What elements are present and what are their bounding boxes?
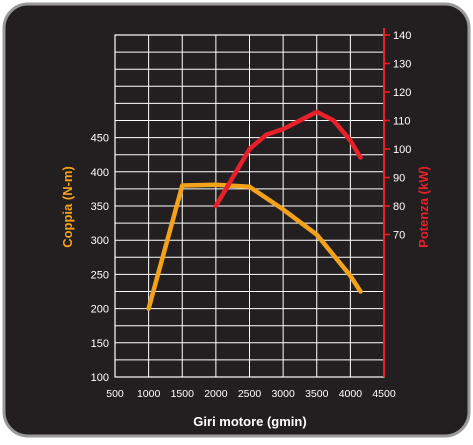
x-tick-label: 1500 [171,388,195,400]
grid [115,35,384,377]
x-tick-label: 500 [106,388,124,400]
power-series-line [213,109,363,209]
y-left-axis-title: Coppia (N-m) [60,166,75,248]
x-tick-label: 2500 [238,388,262,400]
y-right-tick-label: 120 [393,87,411,99]
y-right-axis-title: Potenza (kW) [416,166,431,248]
y-left-tick-label: 100 [91,372,109,384]
x-tick-label: 3500 [305,388,329,400]
chart-background [2,2,471,438]
axis-ticks: 500 1000 1500 2000 2500 3000 3500 4000 4500 100 15… [91,30,412,400]
y-left-tick-label: 150 [91,338,109,350]
torque-series-line [146,182,363,311]
y-right-tick-label: 130 [393,59,411,71]
x-tick-label: 3000 [271,388,295,400]
y-right-tick-label: 100 [393,144,411,156]
series-lines [146,109,363,311]
y-right-tick-label: 90 [393,173,405,185]
x-tick-label: 1000 [137,388,161,400]
x-tick-label: 4500 [372,388,396,400]
y-left-tick-label: 350 [91,201,109,213]
y-left-tick-label: 250 [91,269,109,281]
y-left-tick-label: 400 [91,167,109,179]
x-axis-title: Giri motore (gmin) [193,414,306,429]
y-left-tick-label: 200 [91,304,109,316]
y-right-tick-label: 80 [393,201,405,213]
y-right-tick-label: 140 [393,30,411,42]
y-left-tick-label: 300 [91,235,109,247]
y-left-tick-label: 450 [91,133,109,145]
x-tick-label: 4000 [339,388,363,400]
y-right-tick-label: 110 [393,116,411,128]
x-tick-label: 2000 [204,388,228,400]
y-right-tick-label: 70 [393,230,405,242]
